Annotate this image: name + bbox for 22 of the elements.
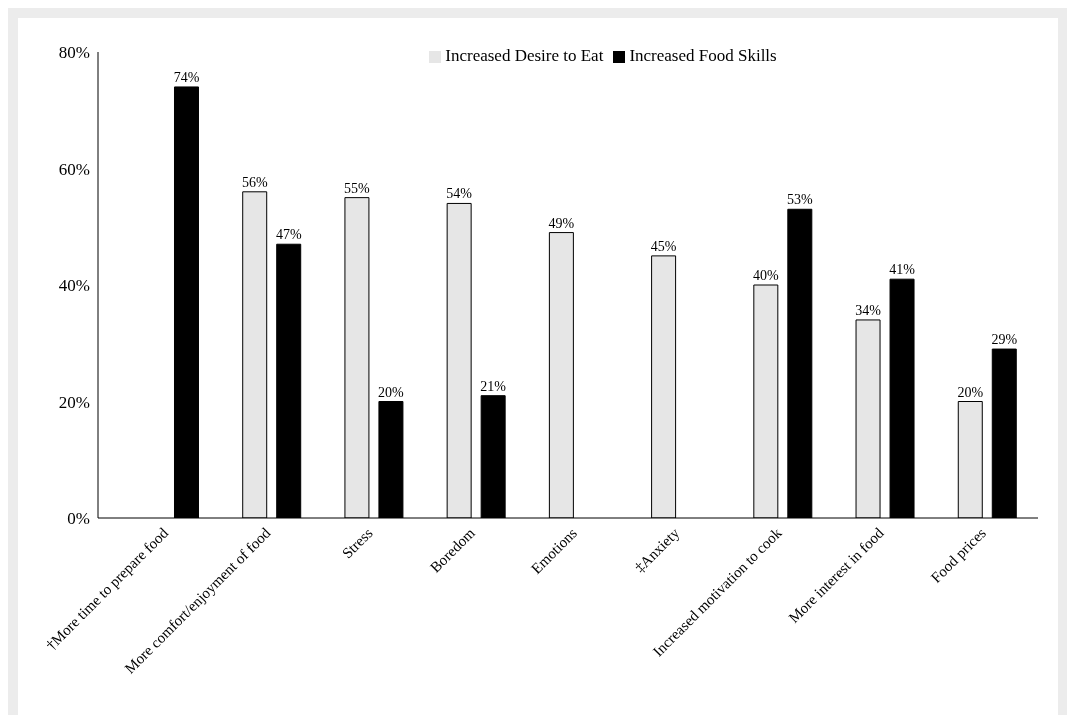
legend-label: Increased Desire to Eat	[445, 46, 604, 65]
data-label: 21%	[480, 378, 507, 394]
data-label: 20%	[378, 384, 405, 400]
data-label: 53%	[786, 192, 813, 208]
y-tick-label: 20%	[58, 392, 90, 412]
y-tick-label: 0%	[67, 509, 90, 529]
y-tick-label: 40%	[58, 276, 90, 296]
data-label: 49%	[548, 215, 575, 231]
y-tick-label: 60%	[58, 159, 90, 179]
data-label: 20%	[957, 384, 984, 400]
data-label: 29%	[991, 332, 1018, 348]
data-label: 74%	[173, 69, 200, 85]
data-label: 40%	[752, 268, 779, 283]
data-label: 56%	[241, 174, 268, 190]
data-label: 41%	[889, 262, 916, 278]
data-label: 34%	[855, 302, 882, 318]
y-tick-label: 80%	[58, 43, 90, 63]
data-label: 47%	[275, 227, 302, 243]
legend-label: Increased Food Skills	[629, 46, 777, 65]
data-label: 55%	[344, 180, 371, 196]
data-label: 45%	[650, 238, 677, 254]
data-label: 54%	[446, 186, 473, 202]
